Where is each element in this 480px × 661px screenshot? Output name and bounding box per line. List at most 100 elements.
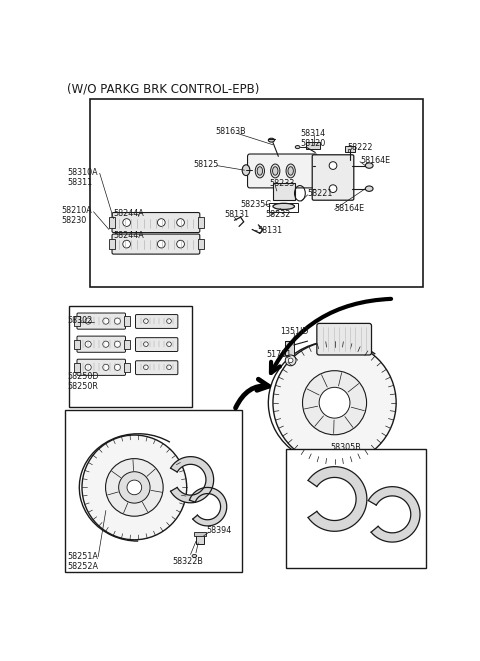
Circle shape [302, 371, 367, 435]
Text: 58163B: 58163B [215, 127, 246, 136]
Bar [74, 317, 80, 326]
Bar [198, 239, 204, 249]
Text: 58230: 58230 [61, 216, 86, 225]
Circle shape [114, 364, 120, 370]
Circle shape [273, 341, 396, 464]
Circle shape [157, 240, 165, 248]
Circle shape [82, 435, 187, 540]
Text: 58252A: 58252A [67, 562, 98, 571]
Bar [345, 145, 355, 152]
Circle shape [167, 319, 171, 323]
Circle shape [157, 219, 165, 226]
Bar [74, 363, 80, 372]
Circle shape [329, 162, 337, 169]
FancyBboxPatch shape [135, 338, 178, 352]
Circle shape [177, 240, 184, 248]
Bar [69, 307, 192, 407]
Text: 58314: 58314 [300, 130, 325, 138]
Ellipse shape [257, 167, 263, 175]
Text: 58120: 58120 [300, 139, 325, 148]
Circle shape [319, 387, 350, 418]
Text: 58322B: 58322B [173, 557, 204, 566]
Bar [273, 183, 295, 200]
Bar [193, 532, 206, 536]
Circle shape [85, 364, 91, 370]
Circle shape [167, 365, 171, 369]
Circle shape [288, 358, 293, 363]
Circle shape [177, 219, 184, 226]
Bar [124, 317, 130, 326]
Text: 58131: 58131 [258, 225, 283, 235]
Text: 58125: 58125 [193, 160, 219, 169]
Ellipse shape [295, 145, 300, 149]
Text: 1351JD: 1351JD [281, 327, 309, 336]
Circle shape [123, 240, 131, 248]
Text: 58131: 58131 [225, 210, 250, 219]
Text: 58250R: 58250R [67, 382, 98, 391]
FancyBboxPatch shape [312, 155, 354, 200]
Circle shape [103, 364, 109, 370]
Text: 58394: 58394 [206, 526, 231, 535]
FancyBboxPatch shape [77, 313, 125, 329]
Bar [306, 143, 320, 149]
Ellipse shape [288, 167, 293, 175]
Circle shape [285, 355, 296, 366]
Polygon shape [170, 457, 214, 503]
Bar [196, 533, 204, 545]
Text: 58233: 58233 [269, 179, 294, 188]
Ellipse shape [273, 204, 295, 210]
Circle shape [106, 459, 163, 516]
Bar [109, 239, 115, 249]
Bar [74, 340, 80, 349]
Bar [124, 340, 130, 349]
Bar [285, 341, 294, 355]
Ellipse shape [255, 164, 264, 178]
FancyArrowPatch shape [236, 379, 269, 408]
Text: 58222: 58222 [348, 143, 373, 152]
Bar [269, 202, 299, 212]
Text: 58244A: 58244A [114, 231, 144, 240]
Text: 58235C: 58235C [240, 200, 272, 210]
Text: (W/O PARKG BRK CONTROL-EPB): (W/O PARKG BRK CONTROL-EPB) [67, 83, 260, 95]
FancyBboxPatch shape [77, 336, 125, 352]
Text: 58302: 58302 [67, 317, 93, 325]
Text: 58232: 58232 [265, 210, 290, 219]
Circle shape [85, 341, 91, 347]
Text: 51711: 51711 [267, 350, 292, 360]
Polygon shape [190, 487, 227, 526]
Text: 58164E: 58164E [360, 155, 390, 165]
Circle shape [127, 480, 142, 494]
Circle shape [144, 319, 148, 323]
Text: 58244A: 58244A [114, 209, 144, 217]
Ellipse shape [268, 138, 275, 142]
Circle shape [85, 318, 91, 324]
Text: 58164E: 58164E [335, 204, 365, 213]
Circle shape [144, 342, 148, 346]
Text: 58305B: 58305B [331, 443, 361, 451]
FancyBboxPatch shape [248, 154, 318, 188]
Text: 58251A: 58251A [67, 552, 98, 561]
Circle shape [329, 185, 337, 192]
Circle shape [123, 219, 131, 226]
Circle shape [103, 341, 109, 347]
Circle shape [114, 341, 120, 347]
Circle shape [167, 342, 171, 346]
FancyBboxPatch shape [112, 234, 200, 254]
FancyBboxPatch shape [317, 323, 372, 355]
FancyBboxPatch shape [135, 315, 178, 329]
Bar [90, 98, 423, 288]
Bar [65, 410, 242, 572]
FancyBboxPatch shape [135, 361, 178, 375]
Polygon shape [368, 486, 420, 542]
Text: 58250D: 58250D [67, 372, 99, 381]
Circle shape [119, 472, 150, 503]
Bar [124, 363, 130, 372]
Text: 58210A: 58210A [61, 206, 92, 215]
Circle shape [144, 365, 148, 369]
Bar [198, 217, 204, 228]
Ellipse shape [365, 186, 373, 191]
Text: 58311: 58311 [67, 178, 93, 187]
Text: 58221: 58221 [308, 188, 333, 198]
Polygon shape [308, 467, 367, 531]
Ellipse shape [286, 164, 295, 178]
